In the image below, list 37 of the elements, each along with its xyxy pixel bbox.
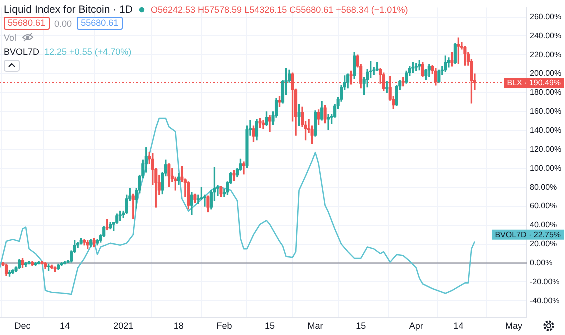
x-tick-label: Feb [216, 321, 232, 332]
x-tick-label: 14 [60, 321, 70, 332]
annotation: O56242.53 H57578.59 L54326.15 C55680.61 −568.34 (−1.01%) [150, 4, 408, 14]
x-tick-label: Dec [14, 321, 32, 332]
annotation: 55680.61 [4, 17, 50, 30]
y-tick-label: 100.00% [530, 164, 562, 173]
y-tick-label: 80.00% [530, 182, 558, 192]
y-tick-label: 120.00% [530, 144, 562, 154]
y-tick-label: 260.00% [530, 12, 562, 22]
x-tick-label: May [505, 321, 523, 332]
annotation: 12.25 +0.55 (+4.70%) [44, 46, 132, 56]
y-tick-label: 0.00% [530, 258, 553, 268]
y-tick-label: 40.00% [530, 220, 558, 230]
y-tick-label: 60.00% [530, 202, 558, 211]
annotation: 0.00 [54, 18, 72, 28]
ref-line-label: BLX · 190.49% [507, 78, 561, 88]
annotation: 55680.61 [77, 17, 123, 30]
y-tick-label: 140.00% [530, 126, 562, 136]
y-tick-label: 220.00% [530, 50, 562, 60]
x-tick-label: Apr [409, 321, 424, 332]
y-tick-label: -20.00% [530, 277, 560, 286]
x-tick-label: 15 [265, 321, 276, 332]
y-tick-label: 200.00% [530, 69, 562, 78]
annotation: BVOL7D [4, 46, 40, 56]
annotation: Vol [4, 32, 17, 42]
y-tick-label: 20.00% [530, 240, 558, 249]
x-tick-label: 2021 [114, 321, 134, 332]
x-tick-label: 14 [454, 321, 464, 332]
y-tick-label: 240.00% [530, 31, 562, 40]
annotation: BVOL7D · 22.75% [495, 230, 561, 240]
y-tick-label: 180.00% [530, 88, 562, 98]
x-tick-label: 18 [174, 321, 184, 332]
x-tick-label: Mar [308, 321, 324, 332]
x-tick-label: 15 [356, 321, 366, 332]
y-tick-label: 160.00% [530, 107, 562, 116]
y-tick-label: -40.00% [530, 296, 560, 306]
chart-title: Liquid Index for Bitcoin · 1D [4, 4, 133, 16]
